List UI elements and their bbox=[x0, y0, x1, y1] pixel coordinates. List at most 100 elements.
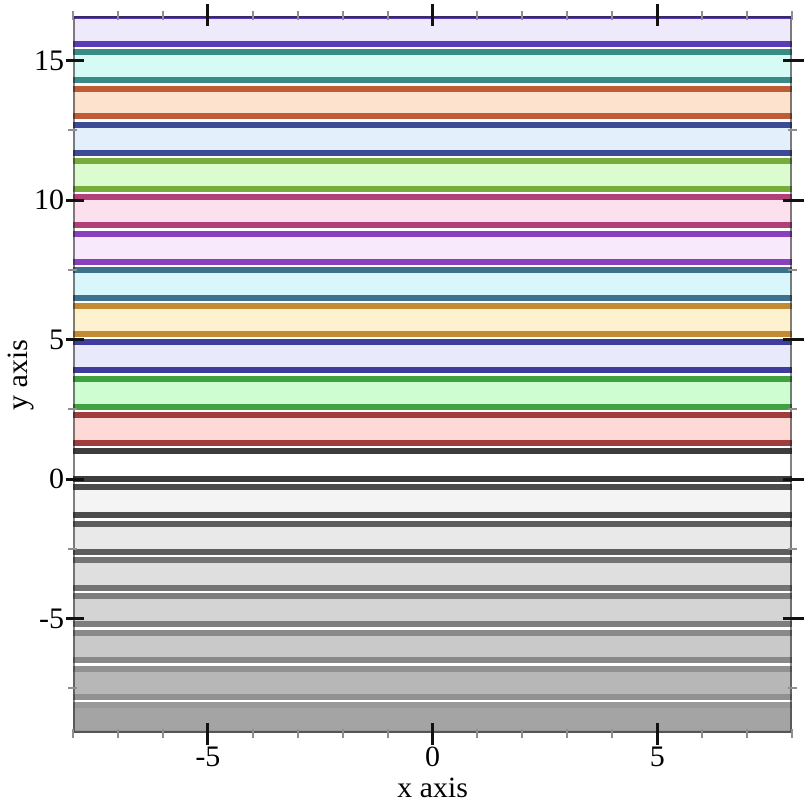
y-axis-minor-tick bbox=[68, 268, 77, 271]
interval-band-line bbox=[73, 331, 792, 338]
x-axis-minor-tick bbox=[251, 11, 254, 20]
interval-band-fill bbox=[73, 523, 792, 552]
interval-band-line bbox=[73, 593, 792, 600]
y-axis-minor-tick bbox=[788, 268, 797, 271]
interval-band-line bbox=[73, 476, 792, 483]
interval-band-line bbox=[73, 448, 792, 455]
x-axis-minor-tick bbox=[251, 729, 254, 738]
y-axis-major-tick bbox=[783, 198, 804, 202]
interval-band-fill bbox=[73, 487, 792, 516]
interval-band-line bbox=[73, 657, 792, 664]
interval-band-line bbox=[73, 149, 792, 156]
interval-band-line bbox=[73, 411, 792, 418]
interval-band-line bbox=[73, 403, 792, 410]
y-axis-major-tick bbox=[66, 477, 84, 481]
x-axis-major-tick bbox=[206, 4, 210, 26]
interval-band-line bbox=[73, 121, 792, 128]
x-axis-minor-tick bbox=[791, 11, 793, 20]
interval-band-line bbox=[73, 693, 792, 700]
interval-band-line bbox=[73, 303, 792, 310]
interval-band-line bbox=[73, 339, 792, 346]
x-axis-major-tick bbox=[431, 723, 434, 745]
interval-band-line bbox=[73, 629, 792, 636]
x-axis-minor-tick bbox=[341, 11, 344, 20]
interval-band-line bbox=[73, 439, 792, 446]
x-axis-minor-tick bbox=[476, 729, 479, 738]
x-axis-title: x axis bbox=[397, 771, 468, 804]
y-axis-title: y axis bbox=[1, 339, 34, 411]
x-axis-minor-tick bbox=[566, 11, 569, 20]
y-tick-label: 0 bbox=[49, 462, 64, 496]
plot-canvas bbox=[73, 16, 792, 733]
interval-band-fill bbox=[73, 52, 792, 81]
interval-band-fill bbox=[73, 197, 792, 226]
interval-band-line bbox=[73, 621, 792, 628]
y-tick-label: 15 bbox=[34, 43, 64, 77]
x-tick-label: -5 bbox=[195, 740, 221, 773]
y-tick-label: 10 bbox=[34, 183, 64, 217]
interval-band-line bbox=[73, 584, 792, 591]
interval-band-line bbox=[73, 222, 792, 229]
interval-band-line bbox=[73, 158, 792, 165]
x-axis-minor-tick bbox=[746, 729, 749, 738]
interval-band-fill bbox=[73, 233, 792, 262]
x-axis-minor-tick bbox=[701, 729, 704, 738]
interval-band-fill bbox=[73, 161, 792, 189]
x-axis-minor-tick bbox=[116, 729, 119, 738]
interval-band-line bbox=[73, 548, 792, 555]
interval-band-fill bbox=[73, 596, 792, 625]
interval-band-line bbox=[73, 77, 792, 84]
x-tick-label: 5 bbox=[649, 740, 665, 773]
x-axis-minor-tick bbox=[746, 11, 749, 20]
x-axis-minor-tick bbox=[566, 729, 569, 738]
x-axis-minor-tick bbox=[161, 729, 164, 738]
interval-band-line bbox=[73, 40, 792, 47]
x-axis-minor-tick bbox=[386, 729, 389, 738]
interval-band-line bbox=[73, 367, 792, 374]
interval-band-fill bbox=[73, 269, 792, 298]
x-axis-minor-tick bbox=[72, 729, 74, 738]
interval-band-line bbox=[73, 230, 792, 237]
x-axis-minor-tick bbox=[476, 11, 479, 20]
y-axis-major-tick bbox=[66, 617, 84, 621]
y-axis-minor-tick bbox=[788, 408, 797, 411]
x-axis-minor-tick bbox=[386, 11, 389, 20]
y-axis-minor-tick bbox=[788, 547, 797, 550]
x-axis-minor-tick bbox=[611, 11, 614, 20]
x-axis-major-tick bbox=[206, 723, 210, 745]
interval-band-fill bbox=[73, 342, 792, 371]
interval-band-line bbox=[73, 266, 792, 273]
y-axis-major-tick bbox=[66, 198, 84, 202]
interval-band-line bbox=[73, 375, 792, 382]
interval-band-line bbox=[73, 185, 792, 192]
y-axis-minor-tick bbox=[68, 408, 77, 411]
y-axis-minor-tick bbox=[788, 687, 797, 690]
interval-band-fill bbox=[73, 378, 792, 407]
interval-band-line bbox=[73, 512, 792, 519]
y-axis-minor-tick bbox=[68, 129, 77, 132]
y-axis-major-tick bbox=[66, 59, 84, 63]
x-axis-minor-tick bbox=[341, 729, 344, 738]
y-axis-major-tick bbox=[783, 59, 804, 63]
interval-band-fill bbox=[73, 632, 792, 661]
x-axis-minor-tick bbox=[116, 11, 119, 20]
y-axis-minor-tick bbox=[68, 547, 77, 550]
interval-band-line bbox=[73, 258, 792, 265]
interval-band-line bbox=[73, 484, 792, 491]
y-axis-minor-tick bbox=[788, 129, 797, 132]
x-axis-major-tick bbox=[655, 723, 659, 745]
x-axis-minor-tick bbox=[296, 11, 299, 20]
interval-band-fill bbox=[73, 668, 792, 697]
x-axis-minor-tick bbox=[701, 11, 704, 20]
y-tick-label: -5 bbox=[39, 601, 64, 635]
y-axis-major-tick bbox=[783, 477, 804, 481]
x-axis-minor-tick bbox=[611, 729, 614, 738]
x-axis-major-tick bbox=[655, 4, 659, 26]
y-axis-major-tick bbox=[66, 338, 84, 342]
interval-band-line bbox=[73, 49, 792, 56]
y-axis-major-tick bbox=[783, 617, 804, 621]
interval-band-line bbox=[73, 194, 792, 201]
interval-band-line bbox=[73, 85, 792, 92]
interval-band-line bbox=[73, 294, 792, 301]
